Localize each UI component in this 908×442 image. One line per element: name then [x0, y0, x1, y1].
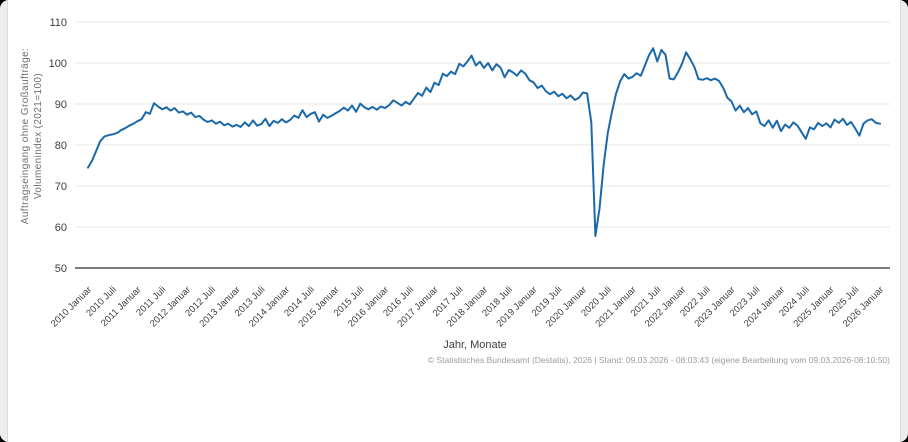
x-axis-title: Jahr, Monate — [443, 339, 507, 351]
y-tick-label: 50 — [55, 263, 67, 275]
data-series-line — [87, 47, 881, 237]
y-tick-label: 80 — [55, 140, 67, 152]
y-tick-label: 70 — [55, 181, 67, 193]
y-axis-title-line1: Auftragseingang ohne Großaufträge: — [20, 47, 31, 225]
y-axis-title: Auftragseingang ohne Großaufträge: Volum… — [19, 1, 45, 271]
y-tick-label: 60 — [55, 222, 67, 234]
left-gutter — [0, 0, 8, 442]
time-range-slider: 2010Januar2010November2011September2012J… — [0, 370, 908, 434]
y-tick-label: 90 — [55, 99, 67, 111]
y-tick-label: 100 — [49, 58, 67, 70]
source-note: © Statistisches Bundesamt (Destatis), 20… — [427, 355, 890, 365]
y-tick-label: 110 — [49, 17, 67, 29]
y-axis-title-line2: Volumenindex (2021=100) — [33, 72, 44, 200]
right-gutter — [900, 0, 908, 442]
